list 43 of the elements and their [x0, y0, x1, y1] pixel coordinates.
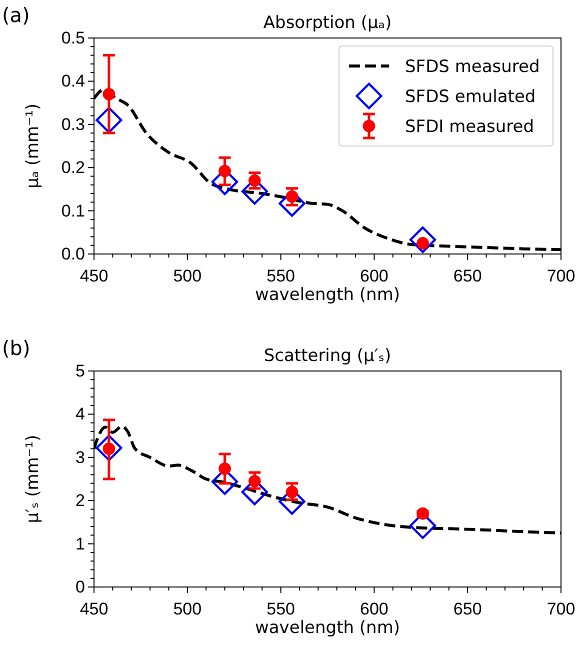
x-tick-label: 700	[546, 266, 576, 286]
x-axis-title: wavelength (nm)	[254, 285, 400, 305]
x-tick-label: 650	[453, 266, 482, 286]
text: (a)	[2, 3, 30, 27]
y-tick-label: 0	[76, 577, 85, 596]
chart-title: Scattering (μ′ₛ)	[264, 346, 392, 366]
point	[96, 434, 122, 462]
point	[218, 462, 231, 475]
x-tick-label: 600	[360, 600, 388, 619]
point	[248, 474, 261, 488]
text: (b)	[2, 336, 30, 360]
point	[102, 88, 116, 100]
x-tick-label: 500	[173, 600, 202, 619]
x-tick-label: 700	[546, 600, 576, 619]
point	[416, 507, 429, 520]
x-tick-label: 650	[453, 600, 482, 619]
x-tick-label: 600	[360, 266, 388, 286]
y-tick-label: 5	[76, 361, 85, 380]
y-tick-label: 0.2	[61, 158, 85, 178]
y-tick-label: 0.1	[61, 201, 85, 220]
y-tick-label: 0.0	[61, 244, 85, 264]
legend-label: SFDS emulated	[405, 87, 536, 107]
x-tick-label: 500	[173, 266, 202, 286]
y-tick-label: 0.5	[61, 28, 85, 48]
y-tick-label: 2	[76, 491, 85, 510]
y-tick-label: 0.4	[61, 72, 85, 91]
y-tick-label: 4	[76, 404, 85, 424]
legend-label: SFDI measured	[405, 117, 534, 137]
point	[218, 164, 231, 178]
y-axis-title: μₐ (mm⁻¹)	[23, 103, 43, 189]
y-tick-label: 0.3	[61, 114, 85, 134]
chart-title: Absorption (μₐ)	[263, 13, 392, 33]
legend-label: SFDS measured	[405, 57, 540, 77]
y-tick-label: 1	[76, 534, 85, 554]
point	[409, 226, 436, 254]
x-tick-label: 450	[80, 266, 108, 286]
x-tick-label: 450	[80, 600, 108, 619]
x-axis-title: wavelength (nm)	[254, 618, 400, 638]
y-tick-label: 3	[76, 448, 85, 467]
y-axis-title: μ′ₛ (mm⁻¹)	[23, 434, 43, 524]
x-tick-label: 550	[266, 600, 295, 619]
point	[96, 106, 122, 134]
x-tick-label: 550	[266, 266, 295, 286]
